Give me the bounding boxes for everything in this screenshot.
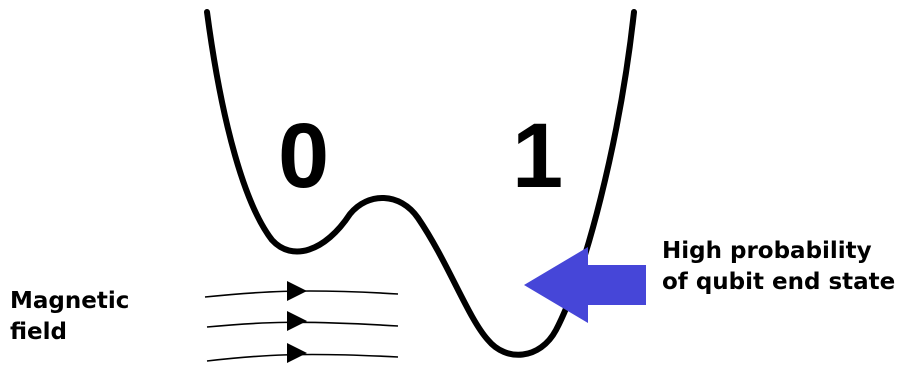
field-line-middle [206,321,399,328]
state-one-label: 1 [512,105,563,207]
magnetic-field-caption-line2: field [10,319,67,345]
arrow-right-icon [287,311,307,331]
field-line-top [204,290,399,298]
magnetic-field-caption: Magnetic field [10,286,129,348]
block-arrow-left-icon [524,247,646,323]
magnetic-field-lines [204,290,399,362]
field-arrowheads [287,281,307,363]
probability-caption: High probability of qubit end state [662,236,895,298]
arrow-right-icon [287,343,307,363]
state-zero-label: 0 [278,105,329,207]
arrow-right-icon [287,281,307,301]
probability-caption-line2: of qubit end state [662,269,896,295]
magnetic-field-caption-line1: Magnetic [10,288,130,314]
probability-caption-line1: High probability [662,238,872,264]
field-line-bottom [206,353,399,362]
